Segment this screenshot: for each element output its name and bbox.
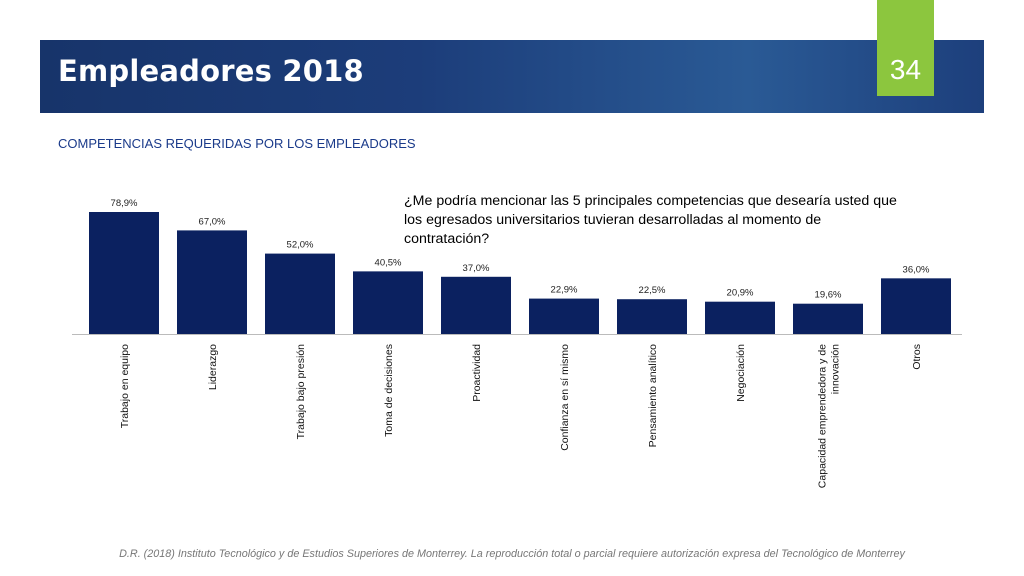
data-label: 20,9% xyxy=(727,288,754,299)
data-label: 19,6% xyxy=(815,290,842,301)
data-label: 22,5% xyxy=(639,285,666,296)
data-label: 67,0% xyxy=(199,216,226,227)
category-label-line: Toma de decisiones xyxy=(383,344,395,437)
category-label-line: Proactividad xyxy=(471,344,483,402)
bar xyxy=(177,230,247,334)
data-label: 37,0% xyxy=(463,263,490,274)
bar xyxy=(441,276,511,334)
category-label: Trabajo bajo presión xyxy=(295,344,307,439)
category-label: Proactividad xyxy=(471,344,483,402)
bar xyxy=(265,253,335,334)
category-label: Trabajo en equipo xyxy=(119,344,131,428)
data-label: 78,9% xyxy=(111,198,138,209)
bar xyxy=(529,298,599,334)
data-label: 22,9% xyxy=(551,285,578,296)
bar xyxy=(793,303,863,334)
data-label: 36,0% xyxy=(903,264,930,275)
category-label-line: Trabajo bajo presión xyxy=(295,344,307,439)
category-label: Toma de decisiones xyxy=(383,344,395,437)
bar xyxy=(705,301,775,334)
category-label: Pensamiento analítico xyxy=(647,344,659,447)
slide-title: Empleadores 2018 xyxy=(58,54,364,88)
category-label-line: Otros xyxy=(911,344,923,370)
category-label: Liderazgo xyxy=(207,344,219,390)
category-label: Capacidad emprendedora y deinnovación xyxy=(817,344,842,488)
category-label: Confianza en sí mismo xyxy=(559,344,571,451)
survey-question: ¿Me podría mencionar las 5 principales c… xyxy=(404,193,897,247)
category-label-line: Confianza en sí mismo xyxy=(559,344,571,451)
category-label-line: innovación xyxy=(830,344,842,394)
category-label-line: Trabajo en equipo xyxy=(119,344,131,428)
data-label: 52,0% xyxy=(287,240,314,251)
category-label-line: Liderazgo xyxy=(207,344,219,390)
bar xyxy=(617,299,687,334)
slide-subtitle: COMPETENCIAS REQUERIDAS POR LOS EMPLEADO… xyxy=(58,136,416,151)
bar xyxy=(353,271,423,334)
category-label: Negociación xyxy=(735,344,747,402)
bar xyxy=(89,212,159,334)
category-label-line: Capacidad emprendedora y de xyxy=(817,344,829,488)
category-label: Otros xyxy=(911,344,923,370)
slide-number: 34 xyxy=(877,0,934,96)
title-banner xyxy=(40,40,984,113)
data-label: 40,5% xyxy=(375,257,402,268)
copyright-footer: D.R. (2018) Instituto Tecnológico y de E… xyxy=(119,548,905,560)
bar xyxy=(881,278,951,334)
category-label-line: Pensamiento analítico xyxy=(647,344,659,447)
category-label-line: Negociación xyxy=(735,344,747,402)
